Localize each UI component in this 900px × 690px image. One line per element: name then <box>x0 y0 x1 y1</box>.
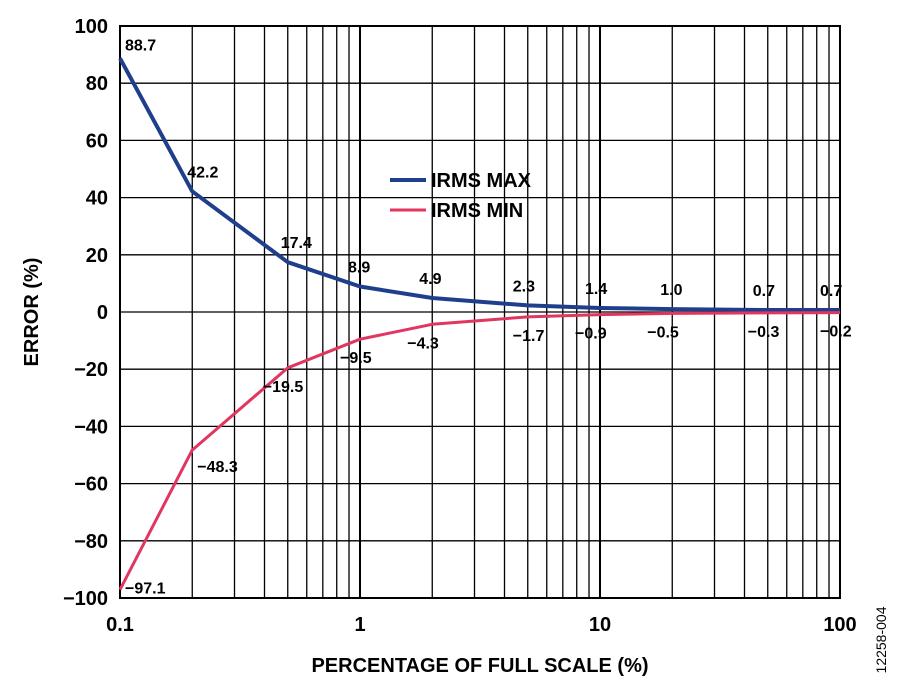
y-tick-label: 0 <box>97 302 108 324</box>
data-label: 1.4 <box>585 281 607 298</box>
x-tick-label: 10 <box>589 614 611 636</box>
data-label: 42.2 <box>187 164 218 181</box>
data-label: 88.7 <box>125 37 156 54</box>
y-tick-label: 80 <box>86 73 108 95</box>
legend-label-irms-min: IRMS MIN <box>431 200 523 222</box>
data-label: −19.5 <box>263 379 304 396</box>
x-tick-label: 0.1 <box>106 614 134 636</box>
data-label: −97.1 <box>125 581 166 598</box>
data-label: 17.4 <box>281 235 312 252</box>
y-tick-labels: 100 80 60 40 20 0 −20 −40 −60 −80 −100 <box>63 16 108 610</box>
y-tick-label: 20 <box>86 245 108 267</box>
x-axis-label: PERCENTAGE OF FULL SCALE (%) <box>311 655 648 677</box>
data-label: 4.9 <box>419 271 441 288</box>
y-tick-label: 100 <box>75 16 108 38</box>
data-label: −0.9 <box>575 326 607 343</box>
x-tick-label: 1 <box>354 614 365 636</box>
data-label: 1.0 <box>660 282 682 299</box>
y-tick-label: −40 <box>74 416 108 438</box>
x-tick-labels: 0.1 1 10 100 <box>106 614 857 636</box>
data-label: 2.3 <box>513 278 535 295</box>
data-label: −9.5 <box>340 350 372 367</box>
data-label: −1.7 <box>513 328 545 345</box>
y-tick-label: −20 <box>74 359 108 381</box>
x-tick-label: 100 <box>823 614 856 636</box>
y-axis-label: ERROR (%) <box>21 258 43 367</box>
data-label: 0.7 <box>820 283 842 300</box>
data-label: 8.9 <box>348 260 370 277</box>
data-label: 0.7 <box>753 283 775 300</box>
figure-id: 12258-004 <box>873 606 889 673</box>
series-line-irms-min <box>118 311 841 591</box>
y-tick-label: 60 <box>86 130 108 152</box>
data-label: −4.3 <box>407 335 439 352</box>
y-tick-label: −100 <box>63 588 108 610</box>
legend-label-irms-max: IRMS MAX <box>431 170 532 192</box>
legend: IRMS MAX IRMS MIN <box>390 170 532 222</box>
data-labels: 88.7 42.2 17.4 8.9 4.9 2.3 1.4 1.0 0.7 0.7 −97.1 −4… <box>125 37 852 597</box>
data-label: −0.5 <box>647 324 679 341</box>
data-label: −0.2 <box>820 324 852 341</box>
y-tick-label: −80 <box>74 531 108 553</box>
data-label: −0.3 <box>748 324 780 341</box>
series-lines <box>118 57 841 591</box>
series-line-irms-max <box>118 57 840 312</box>
y-tick-label: 40 <box>86 188 108 210</box>
data-label: −48.3 <box>197 459 238 476</box>
plot-grid <box>120 25 840 599</box>
y-tick-label: −60 <box>74 474 108 496</box>
